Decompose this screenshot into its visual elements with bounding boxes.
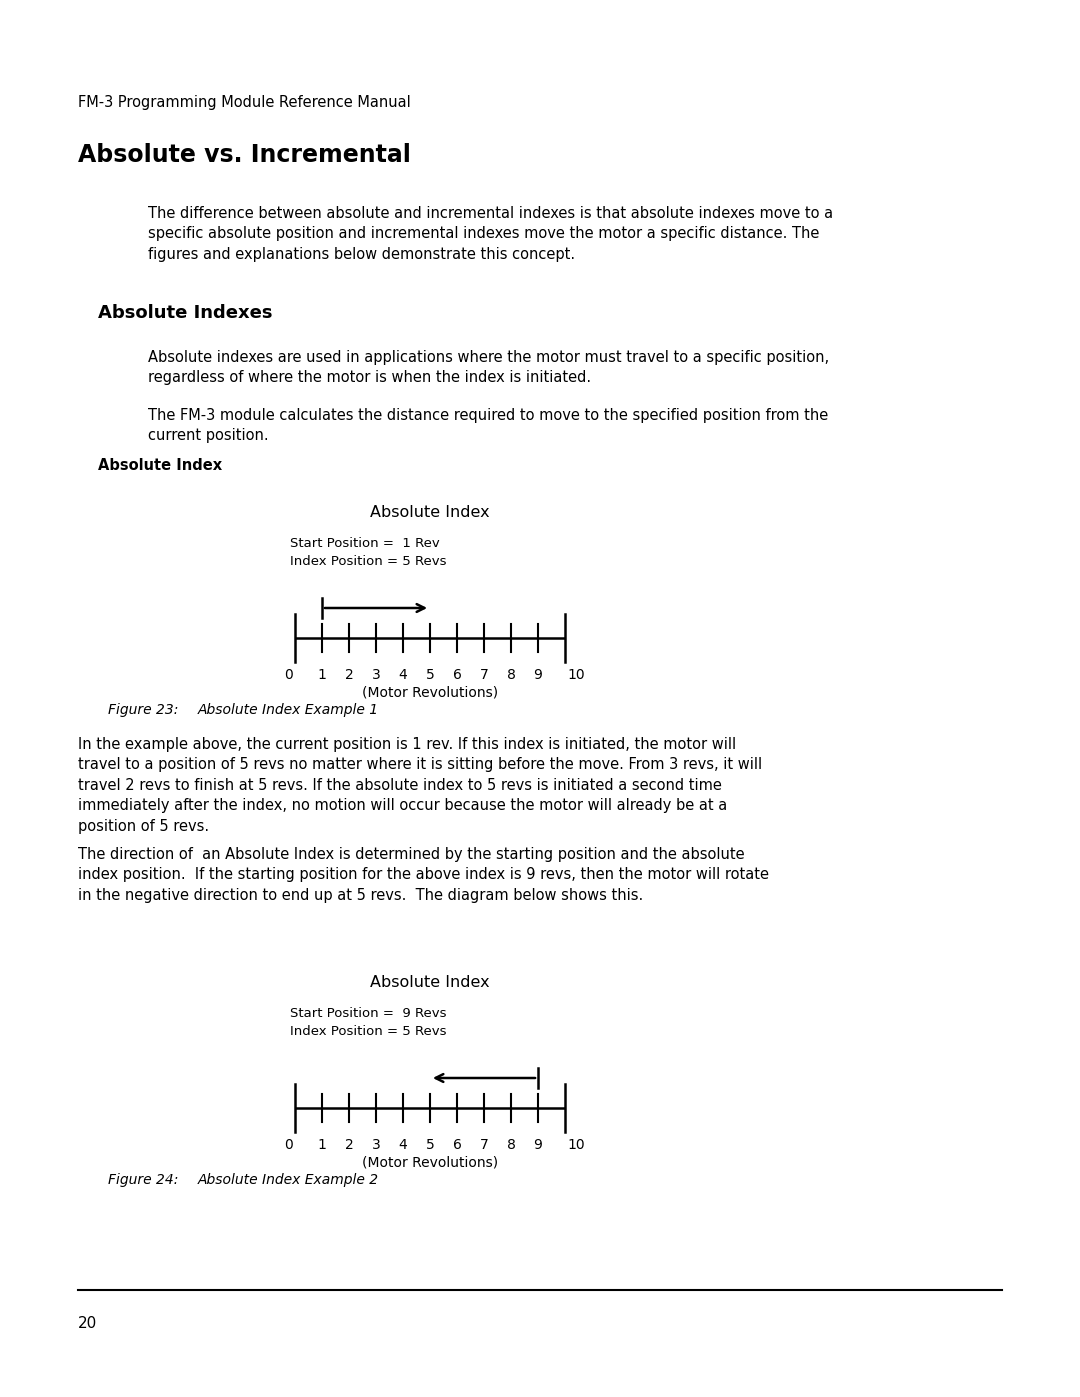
Text: 2: 2 bbox=[345, 1139, 353, 1153]
Text: 1: 1 bbox=[318, 668, 326, 682]
Text: 6: 6 bbox=[453, 668, 461, 682]
Text: Absolute Index Example 2: Absolute Index Example 2 bbox=[198, 1173, 379, 1187]
Text: Absolute Index: Absolute Index bbox=[98, 458, 222, 474]
Text: Start Position =  1 Rev: Start Position = 1 Rev bbox=[291, 536, 440, 550]
Text: The FM-3 module calculates the distance required to move to the specified positi: The FM-3 module calculates the distance … bbox=[148, 408, 828, 443]
Text: In the example above, the current position is 1 rev. If this index is initiated,: In the example above, the current positi… bbox=[78, 738, 762, 834]
Text: 8: 8 bbox=[507, 1139, 515, 1153]
Text: 8: 8 bbox=[507, 668, 515, 682]
Text: 7: 7 bbox=[480, 668, 488, 682]
Text: The direction of  an Absolute Index is determined by the starting position and t: The direction of an Absolute Index is de… bbox=[78, 847, 769, 902]
Text: 1: 1 bbox=[318, 1139, 326, 1153]
Text: Absolute indexes are used in applications where the motor must travel to a speci: Absolute indexes are used in application… bbox=[148, 351, 829, 386]
Text: Absolute Index: Absolute Index bbox=[370, 975, 490, 990]
Text: (Motor Revolutions): (Motor Revolutions) bbox=[362, 686, 498, 700]
Text: 3: 3 bbox=[372, 1139, 380, 1153]
Text: 3: 3 bbox=[372, 668, 380, 682]
Text: 7: 7 bbox=[480, 1139, 488, 1153]
Text: Index Position = 5 Revs: Index Position = 5 Revs bbox=[291, 555, 446, 569]
Text: 20: 20 bbox=[78, 1316, 97, 1331]
Text: Figure 23:: Figure 23: bbox=[108, 703, 178, 717]
Text: 10: 10 bbox=[567, 668, 584, 682]
Text: Absolute Index Example 1: Absolute Index Example 1 bbox=[198, 703, 379, 717]
Text: 10: 10 bbox=[567, 1139, 584, 1153]
Text: 6: 6 bbox=[453, 1139, 461, 1153]
Text: 9: 9 bbox=[534, 1139, 542, 1153]
Text: 0: 0 bbox=[284, 1139, 293, 1153]
Text: Index Position = 5 Revs: Index Position = 5 Revs bbox=[291, 1025, 446, 1038]
Text: 5: 5 bbox=[426, 1139, 434, 1153]
Text: (Motor Revolutions): (Motor Revolutions) bbox=[362, 1155, 498, 1171]
Text: Absolute Index: Absolute Index bbox=[370, 504, 490, 520]
Text: Figure 24:: Figure 24: bbox=[108, 1173, 178, 1187]
Text: Absolute Indexes: Absolute Indexes bbox=[98, 305, 272, 321]
Text: Absolute vs. Incremental: Absolute vs. Incremental bbox=[78, 142, 410, 168]
Text: 4: 4 bbox=[399, 668, 407, 682]
Text: 9: 9 bbox=[534, 668, 542, 682]
Text: 0: 0 bbox=[284, 668, 293, 682]
Text: FM-3 Programming Module Reference Manual: FM-3 Programming Module Reference Manual bbox=[78, 95, 410, 110]
Text: 5: 5 bbox=[426, 668, 434, 682]
Text: 2: 2 bbox=[345, 668, 353, 682]
Text: 4: 4 bbox=[399, 1139, 407, 1153]
Text: Start Position =  9 Revs: Start Position = 9 Revs bbox=[291, 1007, 446, 1020]
Text: The difference between absolute and incremental indexes is that absolute indexes: The difference between absolute and incr… bbox=[148, 205, 833, 261]
